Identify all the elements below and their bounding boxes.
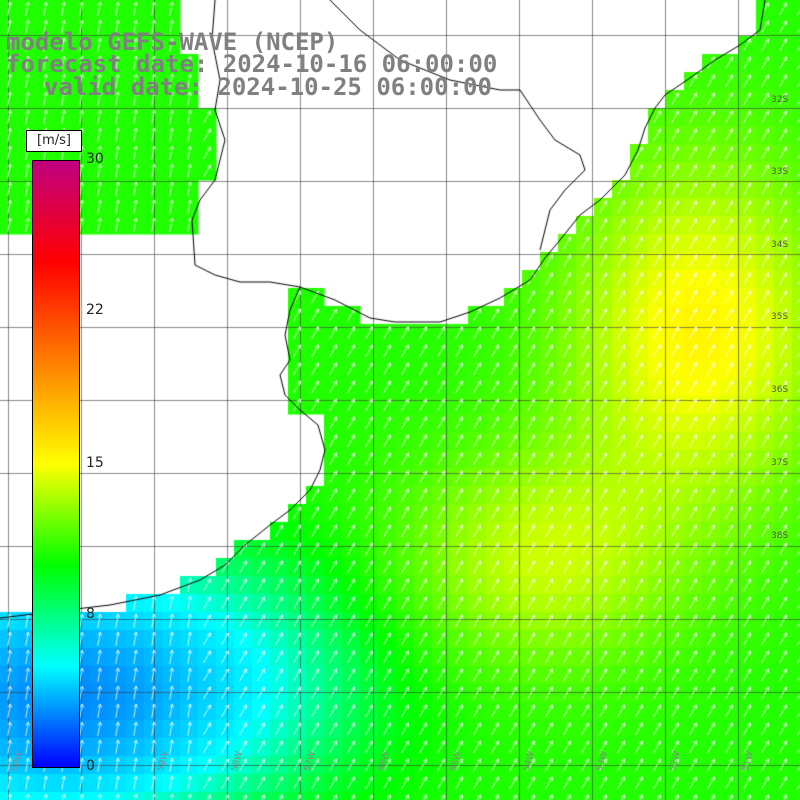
lat-label-34s: 34S <box>771 240 789 250</box>
lat-label-32s: 32S <box>771 95 789 105</box>
colorbar-tick-15: 15 <box>86 455 104 471</box>
colorbar-tick-0: 0 <box>86 758 95 774</box>
lat-label-37s: 37S <box>771 458 789 468</box>
lat-label-38s: 38S <box>771 531 789 541</box>
colorbar <box>32 160 80 768</box>
forecast-date: forecast date: 2024-10-16 06:00:00 <box>6 50 498 78</box>
valid-date: valid date: 2024-10-25 06:00:00 <box>44 73 492 101</box>
colorbar-tick-22: 22 <box>86 302 104 318</box>
colorbar-tick-8: 8 <box>86 606 95 622</box>
colorbar-units: [m/s] <box>26 130 82 152</box>
lat-label-33s: 33S <box>771 167 789 177</box>
model-title: modelo GEFS-WAVE (NCEP) <box>6 28 339 56</box>
lat-label-36s: 36S <box>771 385 789 395</box>
colorbar-tick-30: 30 <box>86 151 104 167</box>
lat-label-35s: 35S <box>771 312 789 322</box>
